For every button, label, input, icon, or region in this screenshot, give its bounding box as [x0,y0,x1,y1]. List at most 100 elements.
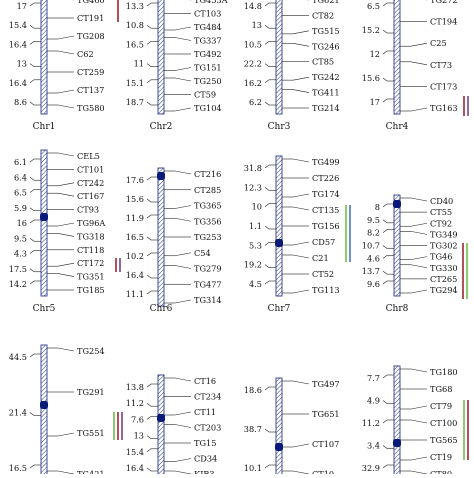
marker-connector [174,37,192,41]
distance-label: 11.1 [126,289,144,299]
marker-connector [174,205,192,209]
marker-label: TG302 [430,241,458,251]
marker-connector [57,222,75,227]
distance-connector [146,448,152,453]
distance-label: 16.4 [126,463,144,473]
distance-label: 8.2 [367,228,380,238]
marker-connector [292,380,310,385]
marker-label: CT242 [77,178,104,188]
marker-label: TG477 [194,279,222,289]
distance-connector [29,268,35,272]
distance-label: 16.5 [126,232,144,242]
marker-label: CT216 [194,169,221,179]
marker-label: TG96A [77,218,105,228]
distance-label: 6.5 [14,188,27,198]
marker-connector [410,289,428,294]
chromosome-group: TG453A CT103 TG484 TG337 TG492 TG151 TG250 CT59… [126,0,228,132]
distance-label: 8 [375,202,380,212]
distance-connector [146,290,152,295]
marker-label: CT172 [77,258,104,268]
marker-label: C25 [430,38,447,48]
distance-label: 32.9 [362,463,380,473]
marker-label: CD40 [430,196,453,206]
distance-label: 15.2 [362,25,380,35]
distance-label: 7.6 [131,414,144,424]
chromosome-title: Chr8 [386,304,409,314]
marker-connector [292,206,310,211]
chromosome-group: TG460 CT191 TG208 C62 CT259 CT137 TG580 17 15.4 1… [9,0,119,132]
marker-connector [410,197,428,202]
distance-connector [29,238,35,242]
marker-label: TG349 [430,229,458,239]
distance-label: 22.2 [244,59,262,69]
distance-label: 17 [17,1,27,11]
marker-connector [57,233,75,237]
marker-label: TG411 [312,88,340,98]
distance-label: 9.6 [367,279,380,289]
marker-connector [57,273,75,277]
centromere-marker [157,414,165,422]
marker-connector [292,254,310,259]
marker-label: CT79 [430,401,452,411]
distance-connector [264,280,270,285]
marker-connector [410,222,428,227]
distance-label: 10.7 [362,241,380,251]
chromosome-title: Chr2 [150,122,173,132]
distance-connector [29,24,35,29]
marker-connector [292,76,310,81]
distance-label: 44.5 [9,352,27,362]
distance-label: 11.2 [126,398,144,408]
marker-label: TG279 [194,264,222,274]
centromere-marker [275,239,283,247]
distance-connector [382,229,388,233]
marker-connector [57,262,75,267]
distance-label: 16.4 [9,78,27,88]
distance-connector [146,176,152,181]
marker-label: CT52 [312,269,334,279]
marker-connector [174,252,192,257]
distance-label: 13 [252,20,262,30]
distance-connector [146,214,152,219]
distance-connector [146,198,152,203]
distance-connector [382,445,388,449]
distance-connector [382,98,388,103]
marker-label: TG156 [312,221,340,231]
marker-connector [410,405,428,410]
marker-connector [410,231,428,235]
chromosome-bar [40,0,48,115]
marker-label: TG515 [312,26,340,36]
marker-label: TG246 [312,41,340,51]
marker-connector [57,347,75,352]
marker-label: TG254 [77,346,105,356]
chromosome-title: Chr5 [33,304,56,314]
marker-label: CT226 [312,173,339,183]
marker-label: TG551 [77,428,105,438]
marker-label: TG185 [77,285,105,295]
distance-label: 10 [252,202,262,212]
marker-connector [292,289,310,294]
distance-label: 7.7 [367,373,380,383]
marker-label: TG208 [77,31,105,41]
distance-connector [382,255,388,259]
distance-connector [146,274,152,279]
distance-connector [382,280,388,285]
marker-label: CT107 [312,439,339,449]
distance-label: 8.6 [14,97,27,107]
marker-connector [57,182,75,187]
marker-label: CT101 [77,164,104,174]
distance-connector [29,464,35,469]
marker-label: TG460 [77,0,105,5]
marker-label: TG46 [430,252,452,262]
marker-label: CD57 [312,237,335,247]
distance-label: 14.2 [9,279,27,289]
centromere-marker [157,172,165,180]
distance-label: 17 [370,97,380,107]
distance-label: 10.1 [244,463,262,473]
distance-label: 15.6 [362,73,380,83]
distance-connector [146,236,152,241]
marker-label: TG294 [430,285,458,295]
distance-label: 18.6 [244,385,262,395]
marker-label: TG484 [194,22,222,32]
chromosome-bar [40,149,48,297]
